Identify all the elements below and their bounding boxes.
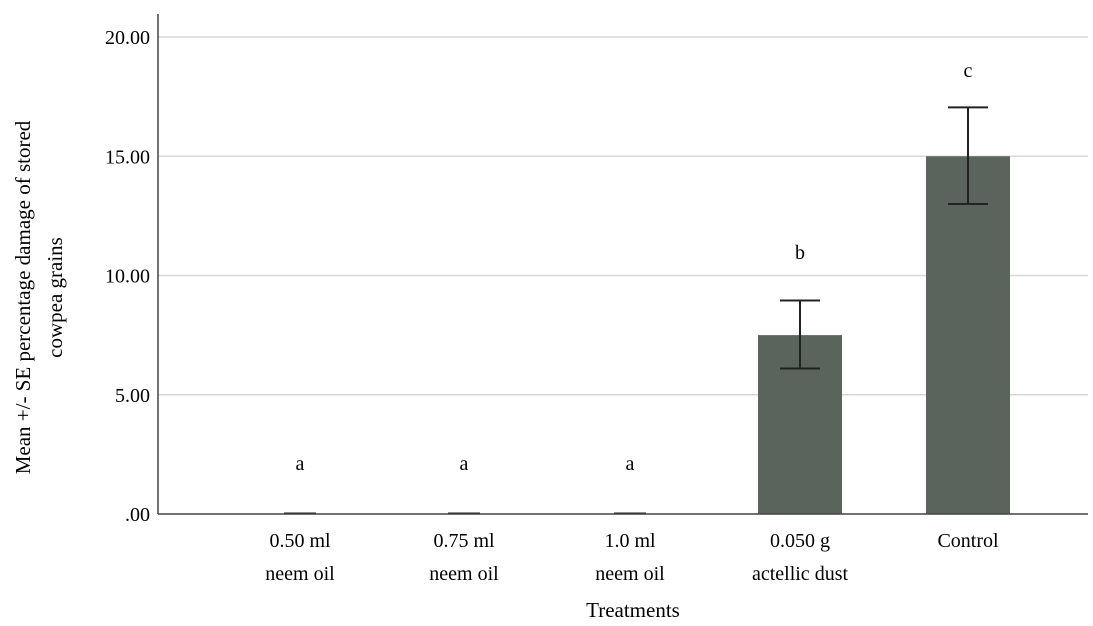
error-bar — [948, 106, 988, 205]
x-category-label: Control — [937, 530, 999, 552]
x-category-label: 0.75 ml neem oil — [429, 530, 499, 585]
x-category-label: 0.050 g actellic dust — [752, 530, 849, 585]
bars — [284, 156, 1010, 515]
significance-letter: a — [460, 453, 469, 475]
x-category-label: 1.0 ml neem oil — [595, 530, 665, 585]
x-category-labels: 0.50 ml neem oil 0.75 ml neem oil 1.0 ml neem… — [265, 530, 999, 585]
y-tick-label: 5.00 — [115, 385, 150, 407]
significance-letter: a — [626, 453, 635, 475]
y-tick-label: 10.00 — [105, 266, 150, 288]
y-tick-label: 15.00 — [105, 146, 150, 168]
y-tick-label: 20.00 — [105, 27, 150, 49]
y-tick-label: .00 — [125, 504, 150, 526]
significance-letter: b — [795, 242, 805, 264]
significance-letter: c — [964, 60, 973, 82]
y-tick-labels: .00 5.00 10.00 15.00 20.00 — [105, 27, 150, 526]
error-bar — [780, 299, 820, 370]
x-axis-title: Treatments — [586, 598, 680, 622]
x-category-label: 0.50 ml neem oil — [265, 530, 335, 585]
significance-labels: a a a b c — [296, 60, 973, 475]
y-axis-title: Mean +/- SE percentage damage of stored c… — [11, 120, 67, 474]
error-bars — [780, 106, 988, 370]
y-axis-title-line: cowpea grains — [43, 237, 67, 358]
bar — [926, 156, 1010, 514]
significance-letter: a — [296, 453, 305, 475]
y-axis-title-line: Mean +/- SE percentage damage of stored — [11, 120, 35, 474]
